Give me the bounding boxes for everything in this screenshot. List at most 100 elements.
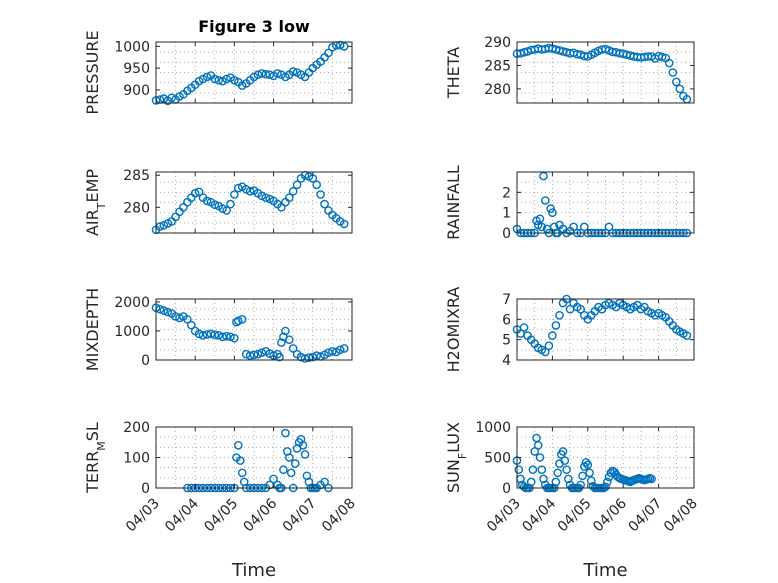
y-axis-label: SUNFLUX xyxy=(444,422,469,493)
data-point xyxy=(286,468,296,478)
y-tick-label: 6 xyxy=(502,312,511,328)
data-point xyxy=(668,68,678,77)
grid xyxy=(517,172,694,233)
y-tick-label: 4 xyxy=(502,353,511,369)
data-point xyxy=(296,352,306,362)
data-point xyxy=(253,349,263,359)
data-point xyxy=(320,477,329,487)
data-point xyxy=(312,180,322,190)
y-tick-label: 280 xyxy=(123,200,150,216)
axes-frame xyxy=(155,298,353,361)
data-point xyxy=(298,440,308,450)
panel-rainfall: 0 1 2 RAINFALL xyxy=(444,165,695,242)
data-point xyxy=(206,329,216,339)
data-point xyxy=(300,450,310,459)
data-point xyxy=(245,186,255,196)
data-point xyxy=(551,321,561,330)
data-point xyxy=(549,222,559,232)
data-point xyxy=(183,314,192,324)
data-point xyxy=(245,351,255,360)
data-point xyxy=(324,48,333,58)
data-point xyxy=(210,74,220,84)
y-tick-label: 0 xyxy=(502,226,511,242)
data-point xyxy=(210,330,220,340)
data-point xyxy=(198,330,208,340)
data-point xyxy=(526,477,536,487)
data-point xyxy=(560,456,570,465)
data-point xyxy=(288,186,298,196)
data-point xyxy=(562,465,571,475)
y-tick-label: 290 xyxy=(484,35,511,51)
data-point xyxy=(537,465,547,475)
data-point xyxy=(569,222,578,232)
data-point xyxy=(339,42,349,51)
data-point xyxy=(530,447,540,456)
data-point xyxy=(186,320,196,330)
data-point xyxy=(284,453,294,462)
grid xyxy=(156,172,352,233)
data-point xyxy=(657,52,667,62)
data-point xyxy=(222,206,231,215)
data-point xyxy=(265,70,275,79)
data-point xyxy=(578,471,587,481)
data-point xyxy=(233,440,243,450)
axes-frame xyxy=(155,171,353,234)
data-point xyxy=(580,222,589,232)
axes-frame xyxy=(516,298,695,361)
data-point xyxy=(558,447,568,456)
data-point xyxy=(335,345,345,355)
y-tick-label: 1000 xyxy=(114,39,150,55)
data-point xyxy=(300,354,310,363)
data-point xyxy=(288,67,298,76)
data-point xyxy=(320,199,329,209)
data-point xyxy=(551,477,561,487)
data-point xyxy=(269,474,278,484)
data-point xyxy=(576,304,586,314)
data-point xyxy=(226,199,235,209)
y-tick-label: 5 xyxy=(502,333,511,349)
data-point xyxy=(194,187,204,197)
data-point xyxy=(249,350,259,360)
panel-air_temp: 280 285 AIRTEMP xyxy=(83,168,353,236)
data-point xyxy=(316,190,325,199)
data-point xyxy=(214,76,223,85)
panel-pressure: 900 950 1000 PRESSURE Figure 3 low xyxy=(83,17,353,115)
data-point xyxy=(585,468,594,478)
data-point xyxy=(553,468,563,478)
data-point xyxy=(190,188,200,198)
y-axis-label: AIRTEMP xyxy=(83,169,108,236)
y-axis-label: MIXDEPTH xyxy=(83,288,102,371)
data-point xyxy=(202,196,212,206)
series-markers xyxy=(151,303,349,363)
panel-h2omixra: 4 5 6 7 H2OMIXRA xyxy=(444,287,695,372)
y-axis-label: RAINFALL xyxy=(444,165,463,240)
y-axis-label: PRESSURE xyxy=(83,30,102,114)
panel-mixdepth: 0 1000 2000 MIXDEPTH xyxy=(83,288,353,371)
data-point xyxy=(233,316,243,326)
axes-frame xyxy=(516,41,695,104)
data-point xyxy=(257,69,267,78)
data-point xyxy=(281,326,290,336)
y-tick-label: 0 xyxy=(502,481,511,497)
data-point xyxy=(284,335,294,345)
y-tick-label: 500 xyxy=(484,451,511,467)
data-point xyxy=(222,74,231,84)
data-point xyxy=(672,77,681,87)
data-point xyxy=(261,193,271,202)
x-axis-label: Time xyxy=(582,560,627,581)
axes-frame xyxy=(516,171,695,234)
data-point xyxy=(218,332,227,342)
data-point xyxy=(606,468,616,478)
y-tick-label: 950 xyxy=(123,61,150,77)
data-point xyxy=(541,196,550,205)
data-point xyxy=(555,310,564,320)
data-point xyxy=(535,453,545,462)
data-point xyxy=(535,214,545,224)
axes-background xyxy=(156,172,352,233)
data-point xyxy=(328,346,337,356)
y-tick-label: 1000 xyxy=(114,324,150,340)
grid xyxy=(156,427,352,488)
data-point xyxy=(587,476,596,486)
grid xyxy=(156,299,352,360)
